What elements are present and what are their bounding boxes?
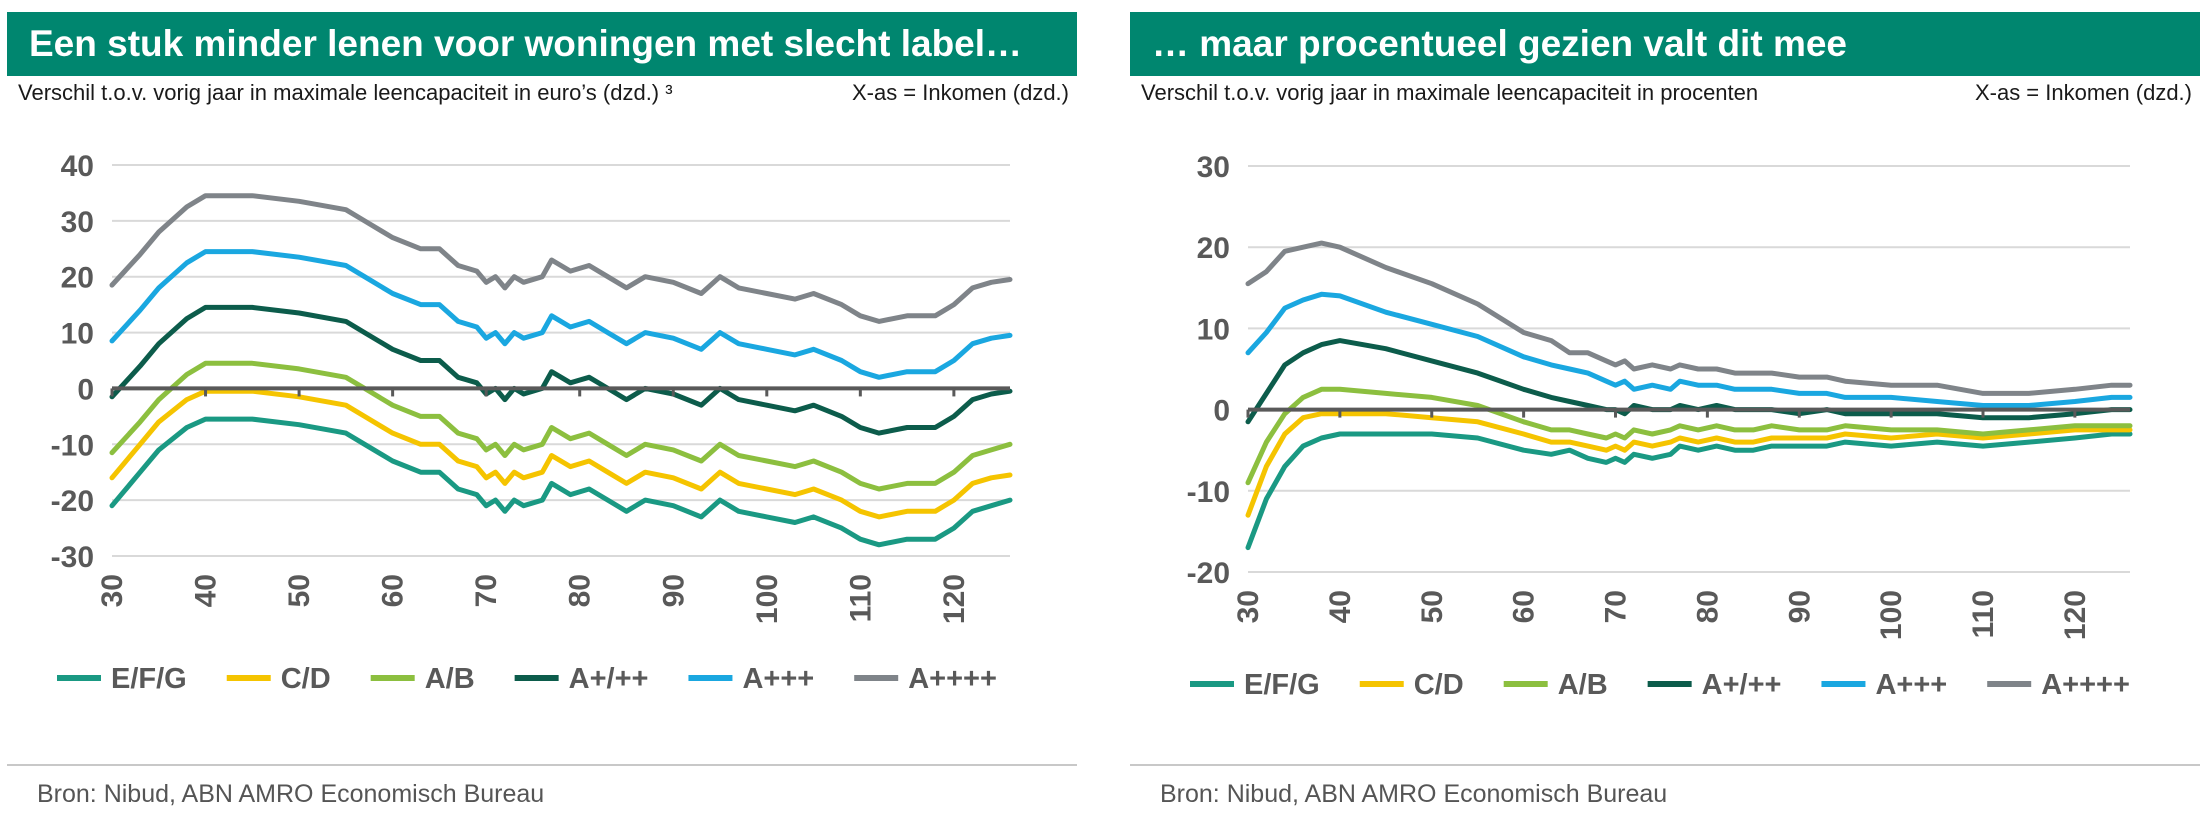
series-line [1245,386,2133,486]
chart-subtitle: Verschil t.o.v. vorig jaar in maximale l… [1141,80,1759,105]
x-tick-label: 80 [1691,590,1724,623]
chart-subtitle: Verschil t.o.v. vorig jaar in maximale l… [18,80,673,105]
series-line [1245,291,2133,408]
y-tick-label: 20 [1197,232,1230,265]
x-tick-label: 90 [657,574,690,607]
x-tick-label: 80 [564,574,597,607]
y-tick-label: 30 [61,206,94,239]
source-note: Bron: Nibud, ABN AMRO Economisch Bureau [37,780,545,808]
y-tick-label: -30 [51,541,94,574]
x-tick-label: 40 [190,574,223,607]
x-tick-label: 60 [1508,590,1541,623]
series-line [109,193,1013,324]
series-line [1245,431,2133,551]
x-tick-label: 70 [1600,590,1633,623]
source-divider [7,764,1077,766]
y-tick-label: 40 [61,150,94,183]
chart-panel-left: Een stuk minder lenen voor woningen met … [7,0,1077,820]
x-axis-note: X-as = Inkomen (dzd.) [1974,80,2192,105]
legend-label: E/F/G [111,663,187,695]
source-note: Bron: Nibud, ABN AMRO Economisch Bureau [1160,780,1668,808]
legend-label: A++++ [908,663,997,695]
y-tick-label: 0 [1213,395,1230,428]
x-tick-label: 100 [751,574,784,624]
y-tick-label: 10 [1197,313,1230,346]
x-tick-label: 60 [377,574,410,607]
series-line [1245,411,2133,518]
x-tick-label: 120 [2059,590,2092,640]
x-tick-label: 110 [844,574,877,622]
x-tick-label: 30 [1232,590,1265,623]
legend-label: A+++ [742,663,814,695]
x-tick-label: 30 [96,574,129,607]
series-line [109,360,1013,492]
y-tick-label: 0 [77,373,94,406]
legend-label: A+++ [1875,669,1947,701]
source-divider [1130,764,2200,766]
legend-label: C/D [1414,669,1464,701]
legend-label: C/D [281,663,331,695]
legend-label: A++++ [2041,669,2130,701]
legend-label: E/F/G [1244,669,1320,701]
series-line [109,388,1013,520]
x-tick-label: 120 [938,574,971,624]
y-tick-label: 10 [61,318,94,351]
chart-panel-right: … maar procentueel gezien valt dit mee V… [1130,0,2200,820]
x-tick-label: 50 [283,574,316,607]
series-line [109,304,1013,436]
series-line [109,416,1013,548]
series-line [1245,240,2133,396]
y-tick-label: -10 [51,429,94,462]
legend-label: A/B [425,663,475,695]
legend-label: A+/++ [1702,669,1782,701]
y-tick-label: 30 [1197,151,1230,184]
x-tick-label: 100 [1875,590,1908,640]
x-tick-label: 70 [470,574,503,607]
x-tick-label: 50 [1416,590,1449,623]
chart-title: … maar procentueel gezien valt dit mee [1130,12,2200,76]
chart-title: Een stuk minder lenen voor woningen met … [7,12,1077,76]
legend-label: A+/++ [569,663,649,695]
y-tick-label: -20 [51,485,94,518]
series-line [109,249,1013,380]
x-tick-label: 40 [1324,590,1357,623]
y-tick-label: -10 [1187,476,1230,509]
x-axis-note: X-as = Inkomen (dzd.) [851,80,1069,105]
x-tick-label: 110 [1967,590,2000,638]
y-tick-label: -20 [1187,557,1230,590]
x-tick-label: 90 [1783,590,1816,623]
legend-label: A/B [1558,669,1608,701]
y-tick-label: 20 [61,262,94,295]
